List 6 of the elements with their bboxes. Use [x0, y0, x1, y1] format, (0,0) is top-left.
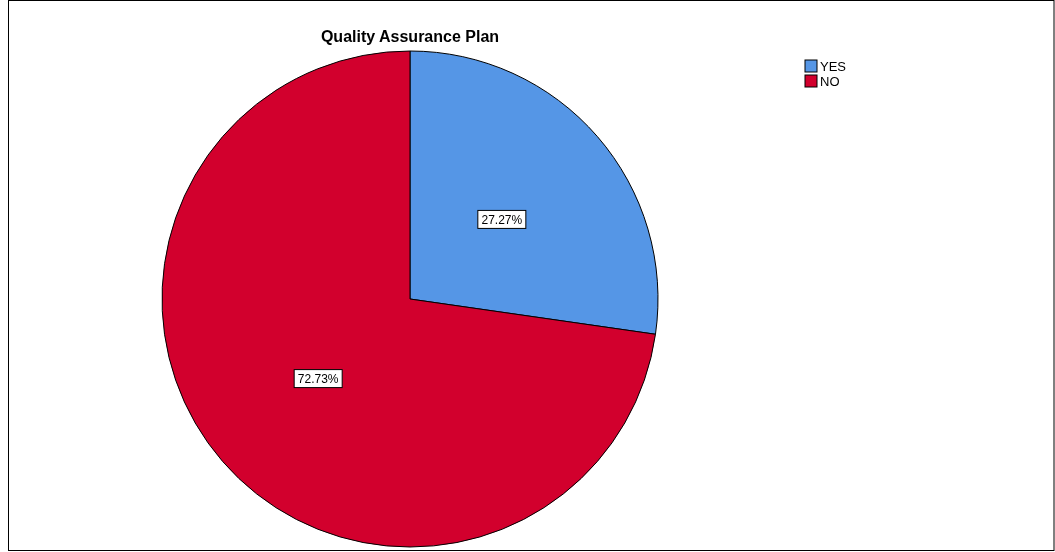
data-label: 27.27% [481, 212, 523, 227]
pie-slice [161, 50, 656, 548]
legend-label: YES [820, 59, 847, 74]
legend-label: NO [820, 74, 840, 89]
chart-title: Quality Assurance Plan [320, 28, 500, 45]
data-label: 72.73% [297, 372, 339, 387]
